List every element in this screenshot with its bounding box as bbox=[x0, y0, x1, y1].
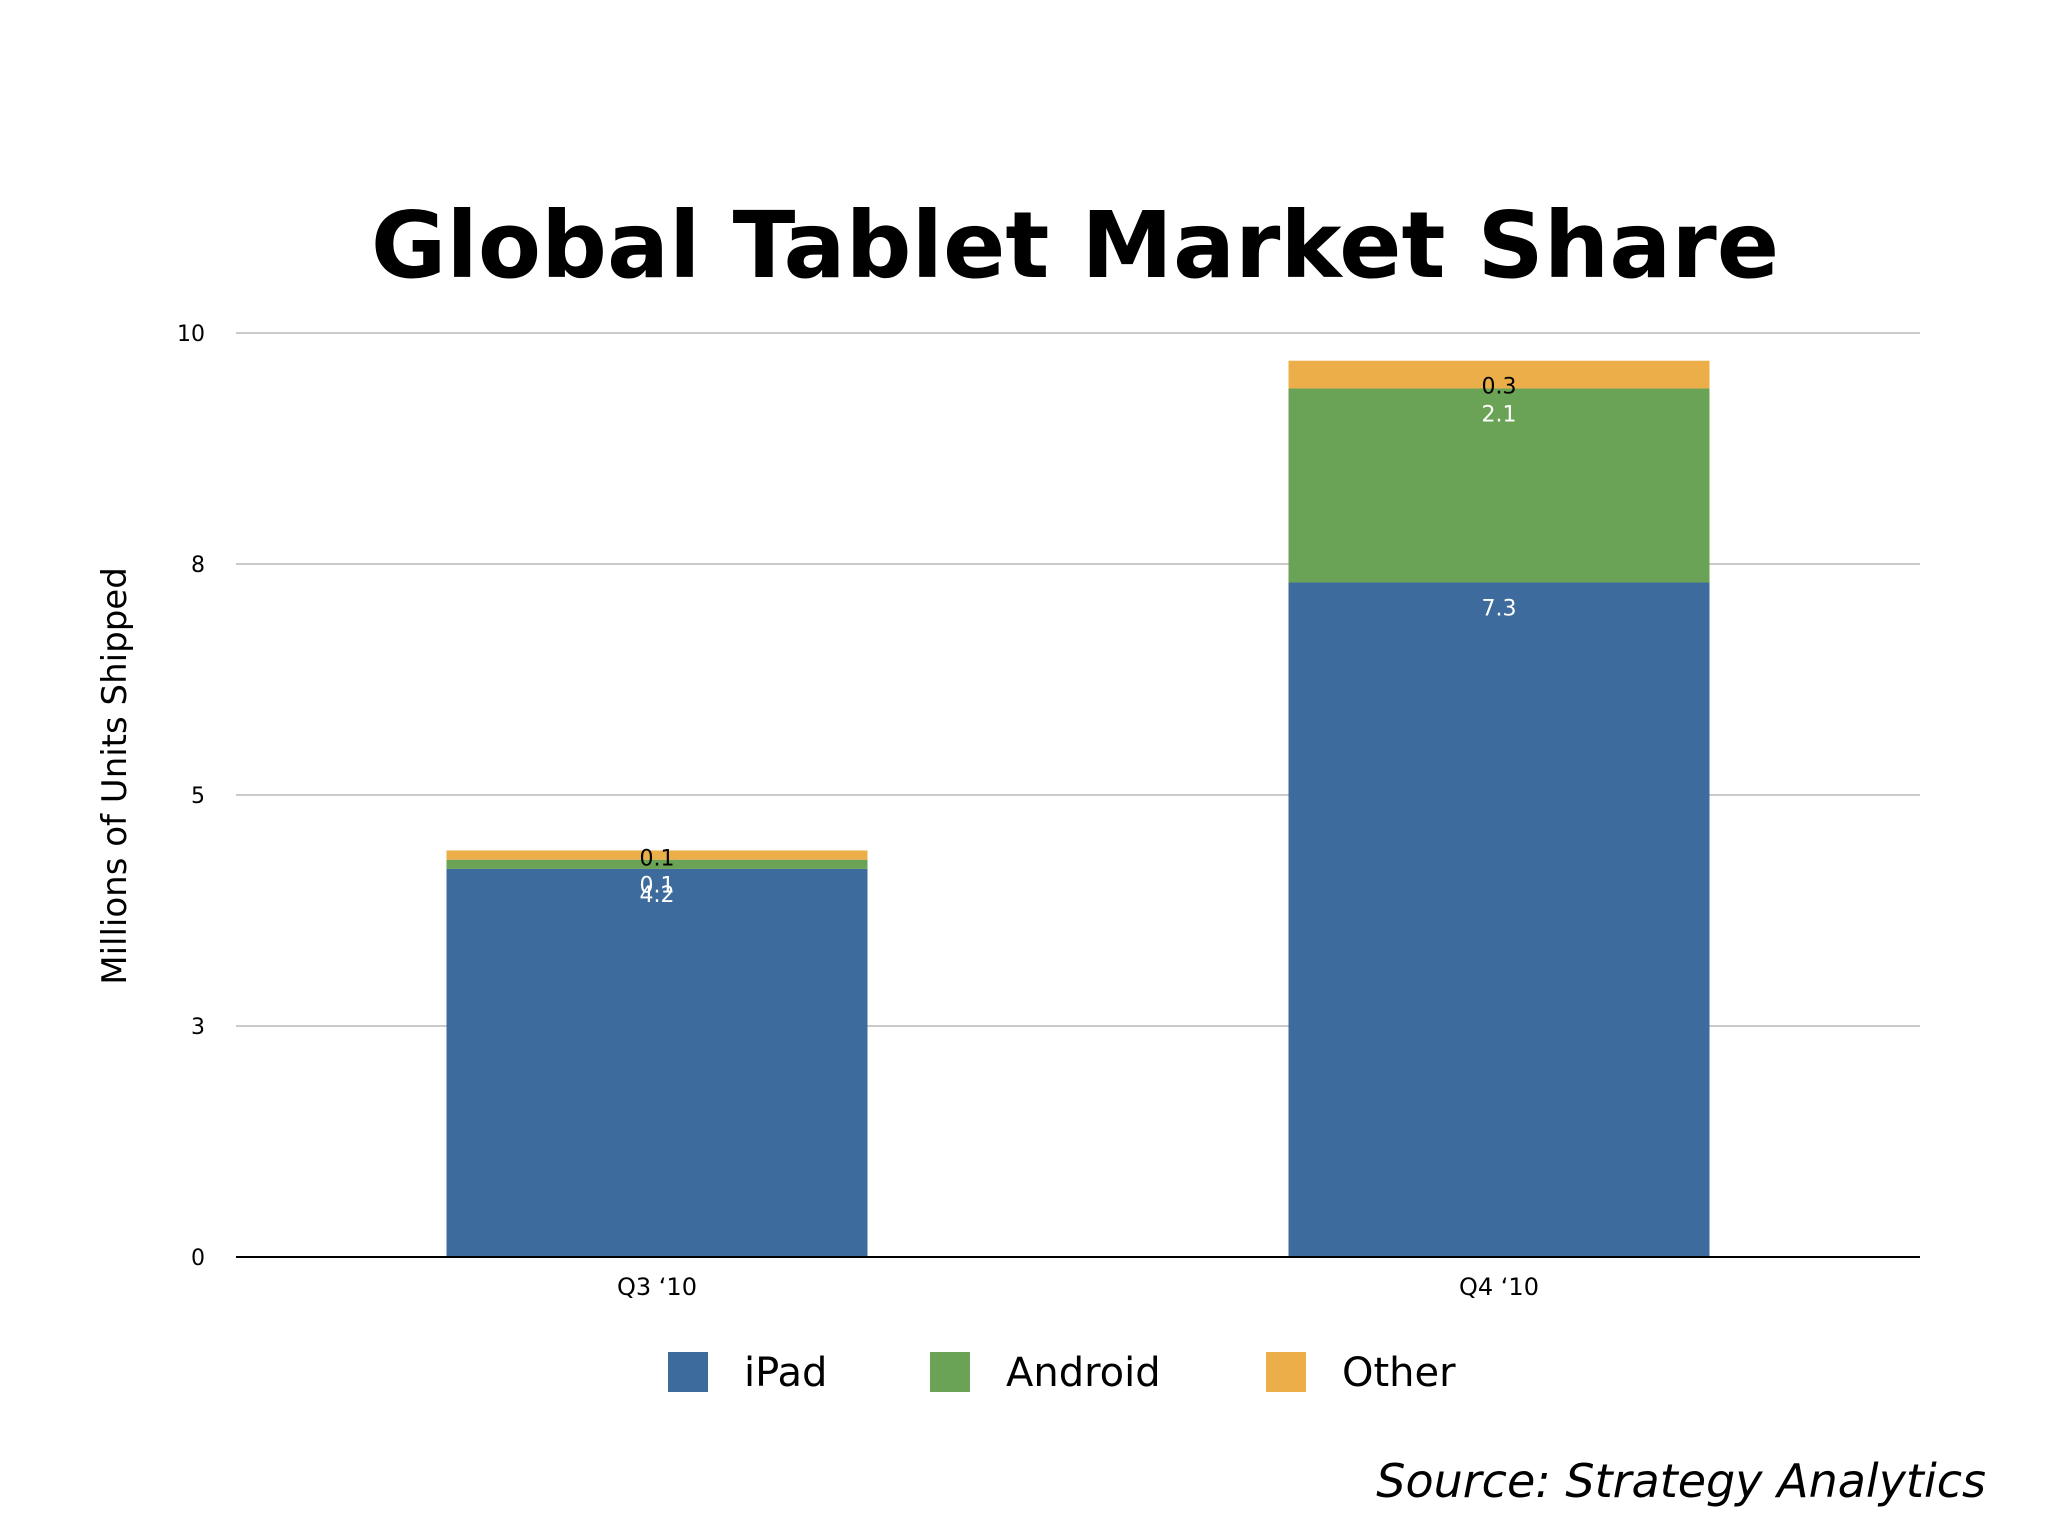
bar-android-1 bbox=[1288, 388, 1710, 583]
data-label-other-1: 0.3 bbox=[1482, 375, 1517, 400]
y-tick-label: 10 bbox=[177, 322, 205, 347]
data-label-android-0: 0.1 bbox=[640, 874, 675, 899]
data-labels: 4.20.10.17.32.10.3 bbox=[640, 375, 1517, 908]
data-label-ipad-1: 7.3 bbox=[1482, 596, 1517, 621]
legend: iPad Android Other bbox=[668, 1350, 1456, 1396]
data-label-other-0: 0.1 bbox=[640, 846, 675, 871]
legend-swatch-other bbox=[1266, 1352, 1306, 1392]
bar-ipad-0 bbox=[446, 868, 868, 1257]
data-label-ipad-0: 4.2 bbox=[640, 883, 675, 908]
bars bbox=[446, 360, 1710, 1257]
legend-label-android: Android bbox=[1006, 1350, 1161, 1396]
legend-swatch-ipad bbox=[668, 1352, 708, 1392]
y-axis-ticks: 0 3 5 8 10 bbox=[177, 322, 205, 1271]
bar-other-0 bbox=[446, 850, 868, 860]
data-label-android-1: 2.1 bbox=[1482, 402, 1517, 427]
legend-label-other: Other bbox=[1342, 1350, 1456, 1396]
legend-label-ipad: iPad bbox=[744, 1350, 827, 1396]
x-category-label: Q4 ‘10 bbox=[1459, 1273, 1539, 1301]
legend-swatch-android bbox=[930, 1352, 970, 1392]
x-axis-categories: Q3 ‘10 Q4 ‘10 bbox=[617, 1273, 1539, 1301]
x-category-label: Q3 ‘10 bbox=[617, 1273, 697, 1301]
y-tick-label: 3 bbox=[191, 1015, 205, 1040]
bar-android-0 bbox=[446, 859, 868, 869]
chart-title: Global Tablet Market Share bbox=[371, 192, 1779, 299]
source-note: Source: Strategy Analytics bbox=[1376, 1454, 1986, 1508]
bar-other-1 bbox=[1288, 360, 1710, 389]
y-tick-label: 0 bbox=[191, 1246, 205, 1271]
y-axis-label: Millions of Units Shipped bbox=[95, 567, 135, 985]
bar-ipad-1 bbox=[1288, 582, 1710, 1257]
y-tick-label: 8 bbox=[191, 553, 205, 578]
y-tick-label: 5 bbox=[191, 784, 205, 809]
